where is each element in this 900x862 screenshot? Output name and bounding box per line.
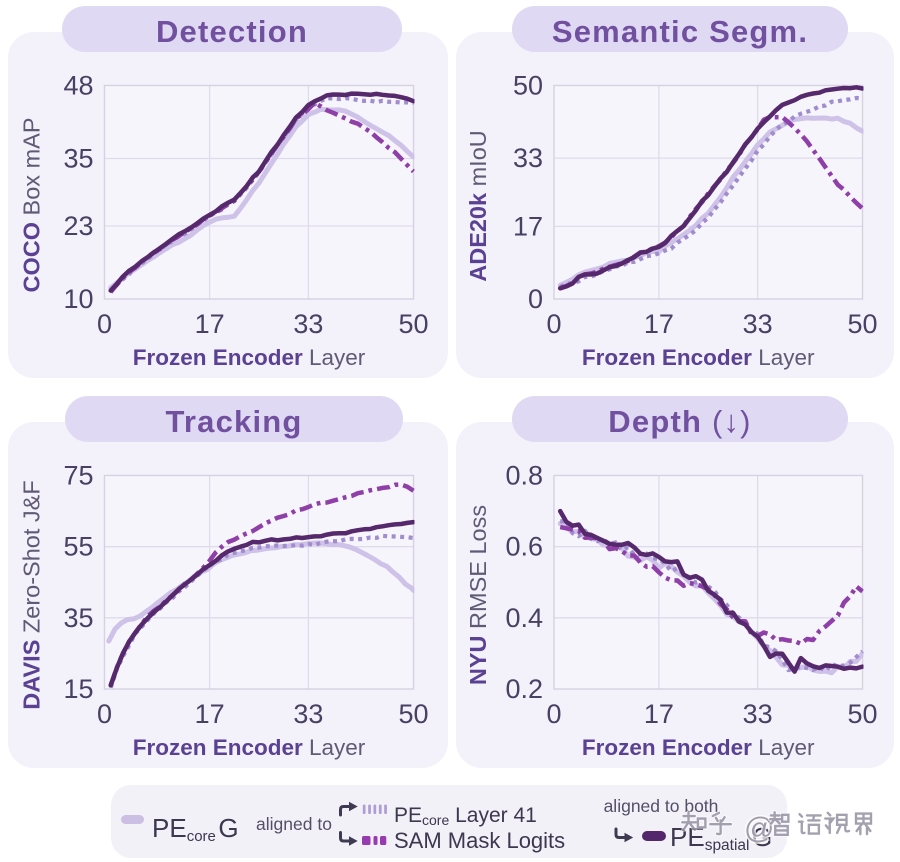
svg-text:0.6: 0.6 (505, 532, 543, 562)
svg-text:0.8: 0.8 (505, 461, 543, 491)
svg-text:COCO Box mAP: COCO Box mAP (19, 118, 45, 293)
svg-text:33: 33 (293, 699, 323, 729)
svg-text:10: 10 (63, 284, 93, 314)
svg-text:50: 50 (847, 309, 877, 339)
svg-text:35: 35 (63, 144, 93, 174)
svg-text:17: 17 (644, 309, 674, 339)
svg-text:0.2: 0.2 (505, 674, 543, 704)
svg-text:Frozen Encoder Layer: Frozen Encoder Layer (582, 735, 815, 760)
svg-text:33: 33 (293, 309, 323, 339)
svg-text:17: 17 (195, 309, 225, 339)
svg-text:0.4: 0.4 (505, 603, 543, 633)
svg-text:Tracking: Tracking (165, 404, 302, 439)
svg-text:Depth (↓): Depth (↓) (608, 404, 751, 439)
svg-text:Detection: Detection (156, 14, 308, 49)
svg-text:Semantic Segm.: Semantic Segm. (552, 14, 808, 49)
svg-text:ADE20k mIoU: ADE20k mIoU (465, 130, 491, 282)
svg-text:50: 50 (847, 699, 877, 729)
svg-text:17: 17 (513, 211, 543, 241)
svg-text:0: 0 (546, 699, 561, 729)
svg-text:17: 17 (644, 699, 674, 729)
svg-text:55: 55 (63, 532, 93, 562)
svg-text:33: 33 (513, 143, 543, 173)
svg-text:33: 33 (743, 309, 773, 339)
svg-text:50: 50 (398, 309, 428, 339)
svg-text:PEcore Layer 41: PEcore Layer 41 (394, 804, 537, 828)
svg-text:Frozen Encoder Layer: Frozen Encoder Layer (582, 345, 815, 370)
svg-text:0: 0 (97, 309, 112, 339)
svg-text:aligned to both: aligned to both (604, 796, 719, 816)
svg-text:NYU RMSE Loss: NYU RMSE Loss (465, 505, 491, 685)
svg-text:33: 33 (743, 699, 773, 729)
svg-text:50: 50 (398, 699, 428, 729)
svg-text:0: 0 (97, 699, 112, 729)
svg-text:SAM Mask Logits: SAM Mask Logits (394, 828, 565, 853)
svg-text:PEspatialG: PEspatialG (670, 822, 772, 854)
svg-text:0: 0 (528, 284, 543, 314)
svg-text:DAVIS Zero-Shot J&F: DAVIS Zero-Shot J&F (19, 480, 45, 709)
svg-text:Frozen Encoder Layer: Frozen Encoder Layer (133, 345, 366, 370)
svg-text:50: 50 (513, 71, 543, 101)
svg-text:48: 48 (63, 71, 93, 101)
svg-text:35: 35 (63, 603, 93, 633)
svg-text:17: 17 (195, 699, 225, 729)
svg-text:75: 75 (63, 461, 93, 491)
svg-text:23: 23 (63, 211, 93, 241)
svg-text:aligned to: aligned to (256, 814, 332, 834)
svg-text:15: 15 (63, 674, 93, 704)
svg-text:Frozen Encoder Layer: Frozen Encoder Layer (133, 735, 366, 760)
svg-text:0: 0 (546, 309, 561, 339)
